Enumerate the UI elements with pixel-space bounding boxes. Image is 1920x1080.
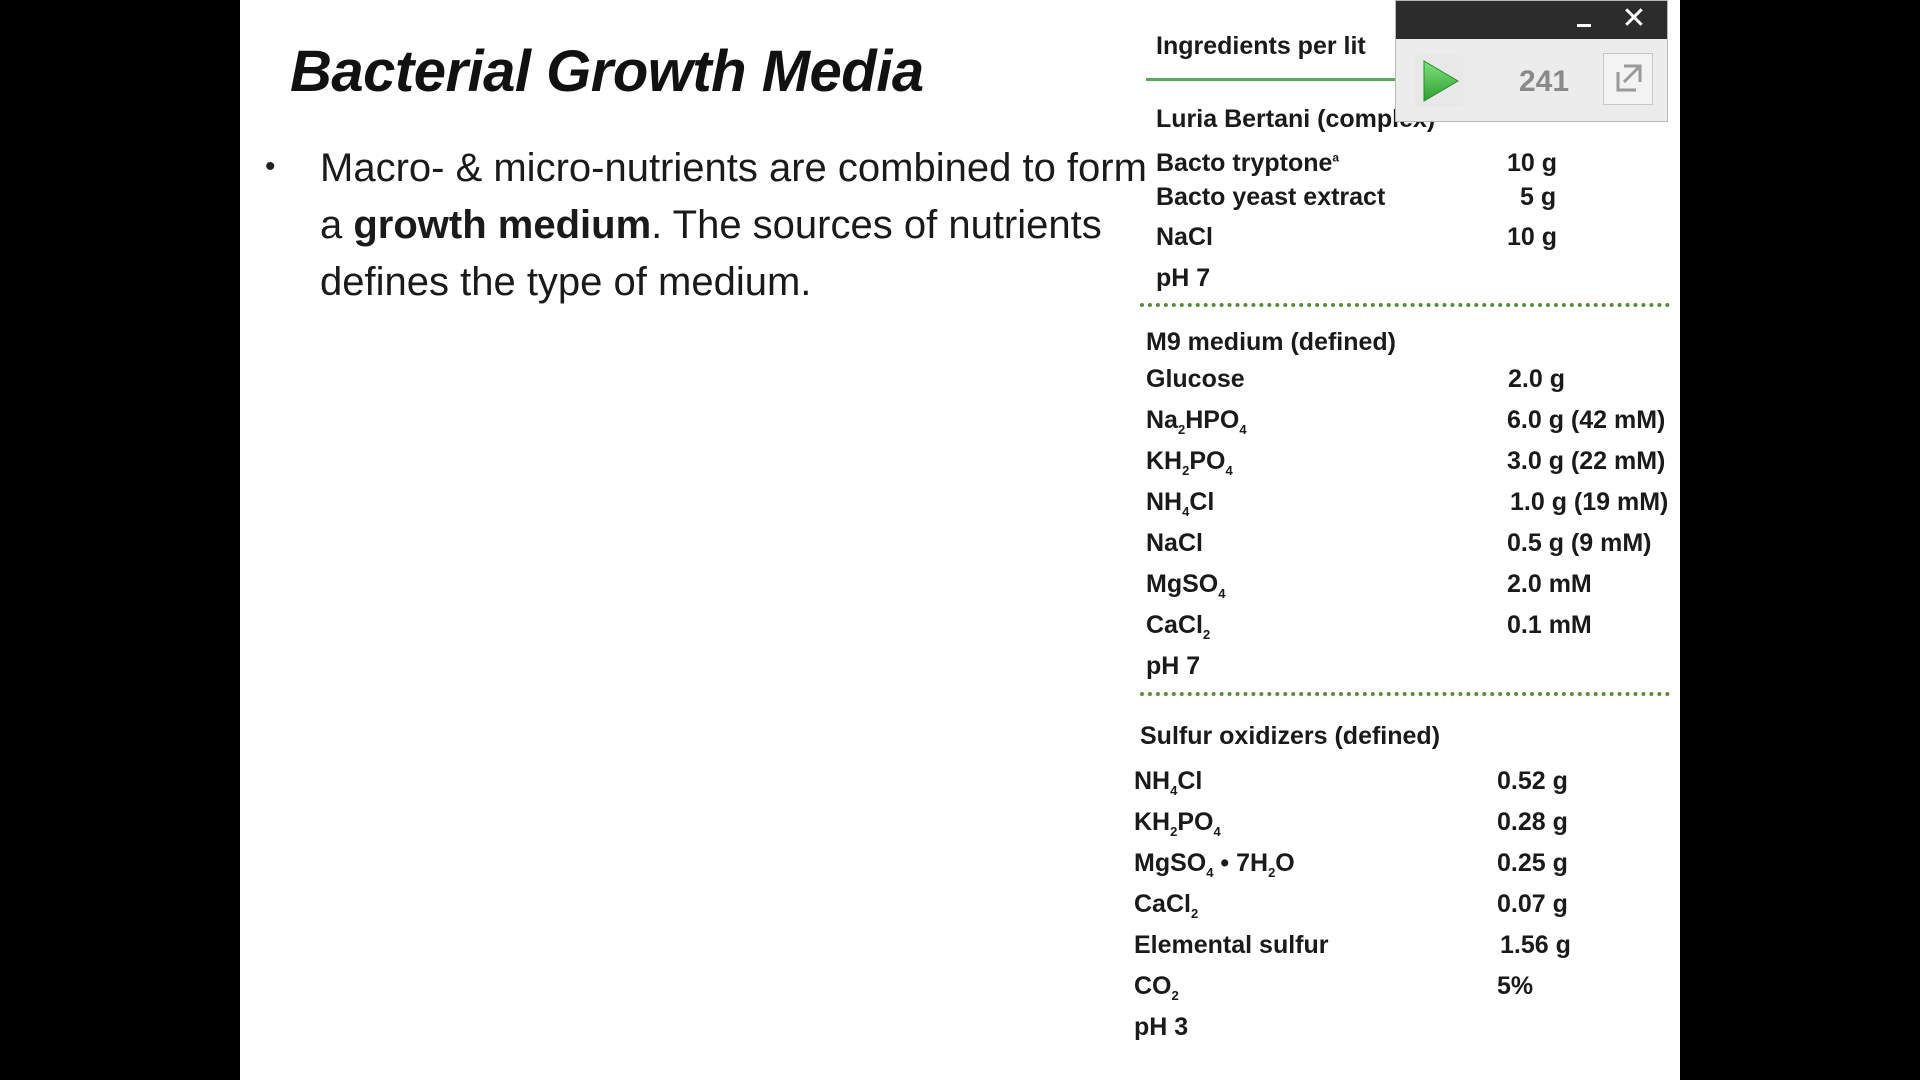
m9-nacl-value: 0.5 g (9 mM) (1507, 529, 1652, 557)
sulfur-cacl2-a: CaCl (1134, 890, 1191, 918)
sulfur-kh2po4-b: 2 (1170, 824, 1178, 839)
lb-row-nacl-value: 10 g (1507, 223, 1558, 251)
m9-kh2po4-value: 3.0 g (22 mM) (1507, 447, 1666, 475)
m9-nh4cl-a: NH (1146, 488, 1183, 516)
m9-mgso4-value: 2.0 mM (1507, 570, 1592, 598)
m9-ph: pH 7 (1146, 652, 1201, 680)
lb-ph: pH 7 (1156, 264, 1211, 292)
lb-row-nacl-name: NaCl (1156, 223, 1213, 251)
m9-section-title: M9 medium (defined) (1146, 328, 1397, 356)
sulfur-mgso4-d: 2 (1268, 865, 1276, 880)
m9-glucose-name: Glucose (1146, 365, 1245, 393)
sulfur-section-title: Sulfur oxidizers (defined) (1140, 722, 1441, 750)
sulfur-mgso4-e: O (1275, 849, 1295, 877)
m9-cacl2-a: CaCl (1146, 611, 1203, 639)
m9-kh2po4-d: 4 (1225, 463, 1233, 478)
m9-na2hpo4-a: Na (1146, 406, 1178, 434)
m9-cacl2-value: 0.1 mM (1507, 611, 1592, 639)
m9-na2hpo4-value: 6.0 g (42 mM) (1507, 406, 1666, 434)
m9-nh4cl-value: 1.0 g (19 mM) (1510, 488, 1669, 516)
frame-counter: 241 (1518, 65, 1570, 98)
lb-section-title: Luria Bertani (complex) (1156, 105, 1436, 133)
sulfur-kh2po4-name: KH2PO4 (1134, 808, 1221, 839)
m9-nh4cl-name: NH4Cl (1146, 488, 1214, 519)
play-icon (1414, 55, 1464, 107)
sulfur-cacl2-value: 0.07 g (1497, 890, 1568, 918)
sulfur-co2-a: CO (1134, 972, 1172, 1000)
lb-row-tryptone-name: Bacto tryptonea (1156, 149, 1339, 178)
m9-kh2po4-b: 2 (1182, 463, 1190, 478)
sulfur-kh2po4-a: KH (1134, 808, 1171, 836)
bullet-text-bold: growth medium (353, 203, 652, 247)
slide-title: Bacterial Growth Media (290, 39, 924, 104)
m9-kh2po4-name: KH2PO4 (1146, 447, 1233, 478)
bullet-text-part2: . The sources of nutrients defines the t… (320, 203, 1102, 304)
sulfur-elemental-name: Elemental sulfur (1134, 931, 1329, 959)
sulfur-kh2po4-c: PO (1177, 808, 1214, 836)
ingredients-panel: Ingredients per lit Luria Bertani (compl… (240, 0, 1680, 1080)
sulfur-ph: pH 3 (1134, 1013, 1189, 1041)
sulfur-co2-name: CO2 (1134, 972, 1179, 1003)
sulfur-mgso4-name: MgSO4 • 7H2O (1134, 849, 1295, 880)
m9-na2hpo4-d: 4 (1239, 422, 1247, 437)
expand-button[interactable] (1603, 53, 1653, 105)
sulfur-co2-value: 5% (1497, 972, 1534, 1000)
slide: Bacterial Growth Media • Macro- & micro-… (240, 0, 1680, 1080)
sulfur-mgso4-a: MgSO (1134, 849, 1207, 877)
sulfur-elemental-value: 1.56 g (1500, 931, 1571, 959)
bullet-text-part1: Macro- & micro-nutrients are combined to… (320, 146, 1147, 247)
m9-cacl2-b: 2 (1202, 627, 1211, 642)
lb-row-yeast-value: 5 g (1520, 183, 1557, 211)
m9-na2hpo4-c: HPO (1185, 406, 1240, 434)
player-titlebar[interactable]: ✕ (1396, 1, 1667, 39)
sulfur-nh4cl-b: 4 (1170, 783, 1178, 798)
bullet-dot: • (265, 150, 276, 183)
play-button[interactable] (1414, 55, 1464, 107)
m9-kh2po4-c: PO (1189, 447, 1226, 475)
m9-na2hpo4-b: 2 (1177, 422, 1186, 437)
player-widget: ✕ 241 (1395, 0, 1668, 122)
m9-na2hpo4-name: Na2HPO4 (1146, 406, 1247, 437)
lb-row-tryptone-value: 10 g (1507, 149, 1558, 177)
sulfur-nh4cl-a: NH (1134, 767, 1171, 795)
m9-nh4cl-c: Cl (1189, 488, 1215, 516)
expand-icon (1616, 64, 1642, 92)
sulfur-cacl2-b: 2 (1190, 906, 1199, 921)
sulfur-nh4cl-value: 0.52 g (1497, 767, 1568, 795)
sulfur-nh4cl-name: NH4Cl (1134, 767, 1202, 798)
ingredients-header: Ingredients per lit (1156, 32, 1366, 60)
lb-tryptone-label: Bacto tryptone (1156, 149, 1333, 177)
m9-kh2po4-a: KH (1146, 447, 1183, 475)
m9-mgso4-a: MgSO (1146, 570, 1219, 598)
sulfur-kh2po4-d: 4 (1213, 824, 1221, 839)
sulfur-mgso4-c: • 7H (1213, 849, 1269, 877)
m9-mgso4-name: MgSO4 (1146, 570, 1225, 601)
sulfur-co2-b: 2 (1171, 988, 1179, 1003)
minimize-icon[interactable] (1571, 5, 1597, 33)
lb-tryptone-footnote: a (1332, 150, 1340, 165)
sulfur-nh4cl-c: Cl (1177, 767, 1203, 795)
sulfur-mgso4-b: 4 (1206, 865, 1214, 880)
sulfur-mgso4-value: 0.25 g (1497, 849, 1568, 877)
sulfur-cacl2-name: CaCl2 (1134, 890, 1198, 921)
header-underline (1146, 78, 1406, 81)
divider-1 (1140, 303, 1670, 307)
m9-glucose-value: 2.0 g (1508, 365, 1565, 393)
m9-nacl-name: NaCl (1146, 529, 1203, 557)
m9-nh4cl-b: 4 (1182, 504, 1190, 519)
lb-row-yeast-name: Bacto yeast extract (1156, 183, 1386, 211)
close-icon[interactable]: ✕ (1621, 2, 1647, 35)
bullet-text: Macro- & micro-nutrients are combined to… (320, 140, 1160, 311)
divider-2 (1140, 692, 1670, 696)
sulfur-kh2po4-value: 0.28 g (1497, 808, 1568, 836)
m9-mgso4-b: 4 (1218, 586, 1226, 601)
m9-cacl2-name: CaCl2 (1146, 611, 1210, 642)
